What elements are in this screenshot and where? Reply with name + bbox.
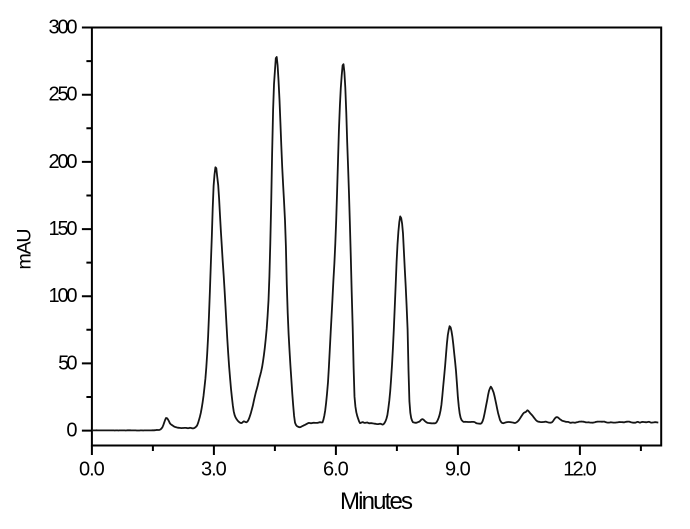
svg-text:0.0: 0.0 <box>79 459 105 481</box>
svg-text:Minutes: Minutes <box>340 488 413 515</box>
svg-text:3.0: 3.0 <box>201 459 227 481</box>
svg-text:6.0: 6.0 <box>323 459 349 481</box>
svg-text:50: 50 <box>58 352 77 374</box>
svg-text:mAU: mAU <box>14 229 36 270</box>
svg-text:12.0: 12.0 <box>563 459 596 481</box>
svg-text:100: 100 <box>49 285 78 307</box>
svg-text:250: 250 <box>49 84 78 106</box>
svg-text:200: 200 <box>49 151 78 173</box>
svg-text:150: 150 <box>49 218 78 240</box>
svg-text:300: 300 <box>49 16 78 38</box>
svg-text:0: 0 <box>66 420 77 442</box>
svg-text:9.0: 9.0 <box>445 459 471 481</box>
